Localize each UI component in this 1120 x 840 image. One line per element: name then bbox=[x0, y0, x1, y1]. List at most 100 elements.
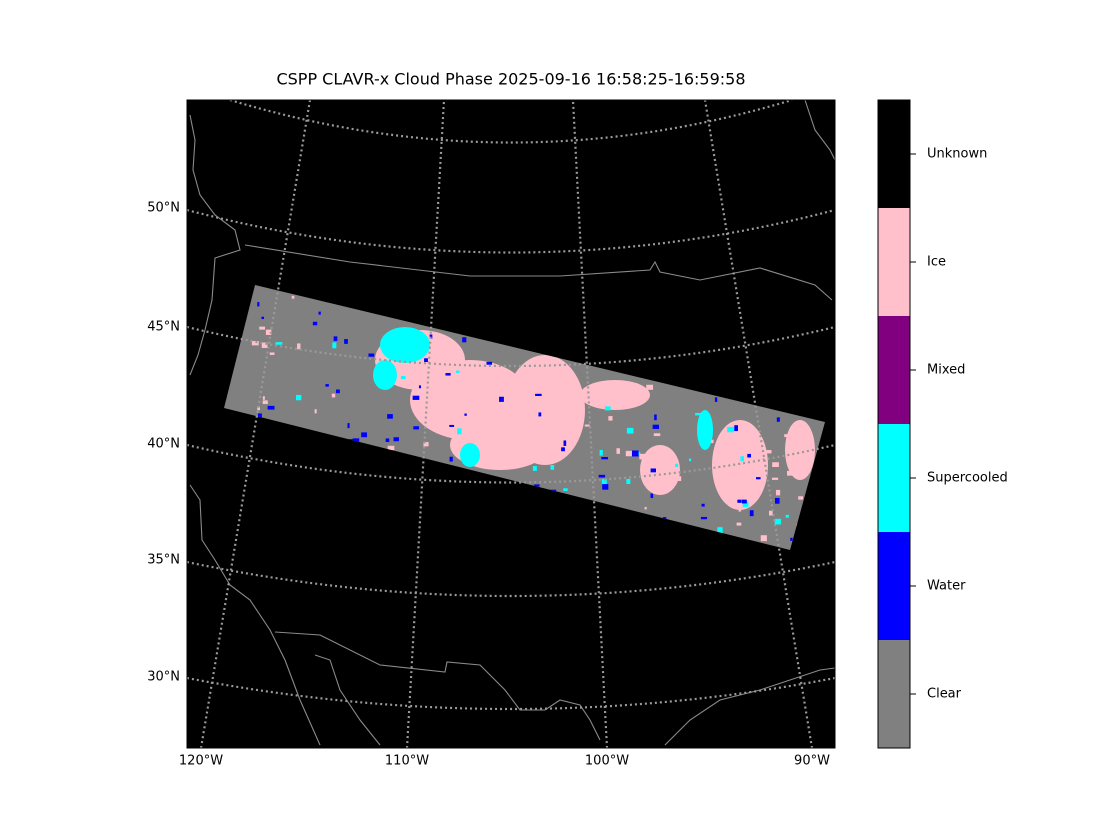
swath-pixel bbox=[413, 426, 419, 430]
swath-pixel bbox=[727, 459, 732, 463]
swath-pixel bbox=[516, 375, 522, 378]
swath-pixel bbox=[786, 470, 794, 476]
swath-pixel bbox=[423, 442, 429, 447]
swath-pixel bbox=[766, 450, 772, 454]
swath-pixel bbox=[449, 424, 455, 427]
swath-pixel bbox=[267, 405, 275, 410]
swath-pixel bbox=[688, 458, 692, 462]
swath-pixel bbox=[616, 448, 620, 454]
lat-label: 40°N bbox=[147, 437, 180, 452]
colorbar-segment bbox=[878, 424, 910, 532]
swath-pixel bbox=[631, 450, 639, 457]
swath-pixel bbox=[361, 432, 368, 438]
swath-pixel bbox=[333, 336, 338, 341]
swath-pixel bbox=[616, 389, 619, 393]
graticule bbox=[187, 100, 835, 748]
swath-pixel bbox=[485, 461, 490, 466]
swath-pixel bbox=[771, 477, 779, 480]
swath-pixel bbox=[557, 389, 562, 394]
swath-pixel bbox=[647, 478, 650, 481]
swath-pixel bbox=[785, 514, 790, 518]
colorbar-label: Ice bbox=[927, 255, 946, 270]
lon-label: 110°W bbox=[385, 754, 429, 769]
swath-pixel bbox=[261, 342, 268, 348]
swath-ice bbox=[580, 380, 650, 410]
swath-supercooled bbox=[373, 360, 397, 390]
swath-pixel bbox=[772, 462, 779, 468]
swath-pixel bbox=[644, 506, 647, 510]
swath-pixel bbox=[464, 413, 467, 416]
colorbar-segment bbox=[878, 100, 910, 208]
swath-pixel bbox=[608, 416, 613, 421]
swath-pixel bbox=[476, 414, 481, 420]
swath-pixel bbox=[675, 463, 679, 467]
swath-pixel bbox=[745, 469, 748, 475]
colorbar-label: Water bbox=[927, 579, 966, 594]
swath-pixel bbox=[455, 370, 460, 374]
lat-label: 50°N bbox=[147, 201, 180, 216]
swath-pixel bbox=[387, 445, 395, 451]
lat-label: 30°N bbox=[147, 670, 180, 685]
swath-pixel bbox=[749, 510, 754, 517]
swath-pixel bbox=[331, 393, 336, 398]
swath-pixel bbox=[548, 368, 555, 374]
swath-ice bbox=[640, 445, 680, 495]
swath-pixel bbox=[625, 403, 630, 407]
colorbar-segment bbox=[878, 640, 910, 748]
swath-pixel bbox=[740, 456, 744, 462]
swath-pixel bbox=[457, 428, 462, 435]
swath-pixel bbox=[797, 472, 804, 475]
swath-pixel bbox=[400, 375, 406, 380]
swath-pixel bbox=[257, 302, 260, 307]
colorbar: Unknown Ice Mixed Supercooled Water Clear bbox=[877, 99, 1008, 749]
swath-pixel bbox=[768, 510, 773, 516]
lon-label: 120°W bbox=[179, 754, 223, 769]
swath-pixel bbox=[291, 295, 295, 299]
swath-pixel bbox=[774, 498, 780, 504]
swath-pixel bbox=[774, 518, 782, 525]
colorbar-segment bbox=[878, 316, 910, 424]
swath-pixel bbox=[259, 326, 266, 330]
swath-pixel bbox=[626, 427, 634, 434]
swath-pixel bbox=[269, 352, 275, 355]
swath-supercooled bbox=[460, 443, 480, 467]
swath-pixel bbox=[344, 339, 348, 344]
swath-pixel bbox=[563, 488, 568, 492]
swath-pixel bbox=[701, 503, 705, 507]
swath-pixel bbox=[424, 358, 428, 363]
swath-pixel bbox=[257, 406, 260, 411]
swath-pixel bbox=[352, 438, 360, 444]
swath-pixel bbox=[637, 451, 641, 456]
colorbar-label: Clear bbox=[927, 687, 962, 702]
swath-pixel bbox=[265, 329, 272, 335]
swath-pixel bbox=[387, 414, 393, 419]
swath-pixel bbox=[437, 335, 441, 339]
colorbar-frame bbox=[877, 99, 911, 749]
swath-pixel bbox=[449, 456, 453, 462]
swath-pixel bbox=[790, 537, 793, 541]
swath-pixel bbox=[737, 499, 742, 503]
swath-pixel bbox=[393, 437, 399, 442]
swath-pixel bbox=[297, 343, 301, 350]
swath-pixel bbox=[801, 432, 806, 436]
swath-pixel bbox=[332, 342, 337, 349]
swath-pixel bbox=[710, 439, 714, 444]
swath-supercooled bbox=[697, 410, 713, 450]
colorbar-label: Unknown bbox=[927, 147, 987, 162]
swath-pixel bbox=[486, 361, 493, 365]
swath-pixel bbox=[646, 384, 654, 390]
swath-ice bbox=[785, 420, 815, 480]
swath-pixel bbox=[654, 414, 657, 421]
swath-pixel bbox=[262, 400, 268, 405]
swath-pixel bbox=[639, 453, 646, 460]
lat-label: 45°N bbox=[147, 320, 180, 335]
swath-pixel bbox=[257, 413, 262, 419]
swath-pixel bbox=[798, 496, 804, 500]
swath-pixel bbox=[747, 453, 752, 458]
axis-labels: 50°N 45°N 40°N 35°N 30°N 120°W 110°W 100°W 90°W bbox=[147, 201, 830, 769]
swath-pixel bbox=[261, 316, 265, 320]
swath-pixel bbox=[499, 396, 504, 402]
swath-pixel bbox=[251, 340, 259, 346]
swath-pixel bbox=[700, 516, 708, 520]
